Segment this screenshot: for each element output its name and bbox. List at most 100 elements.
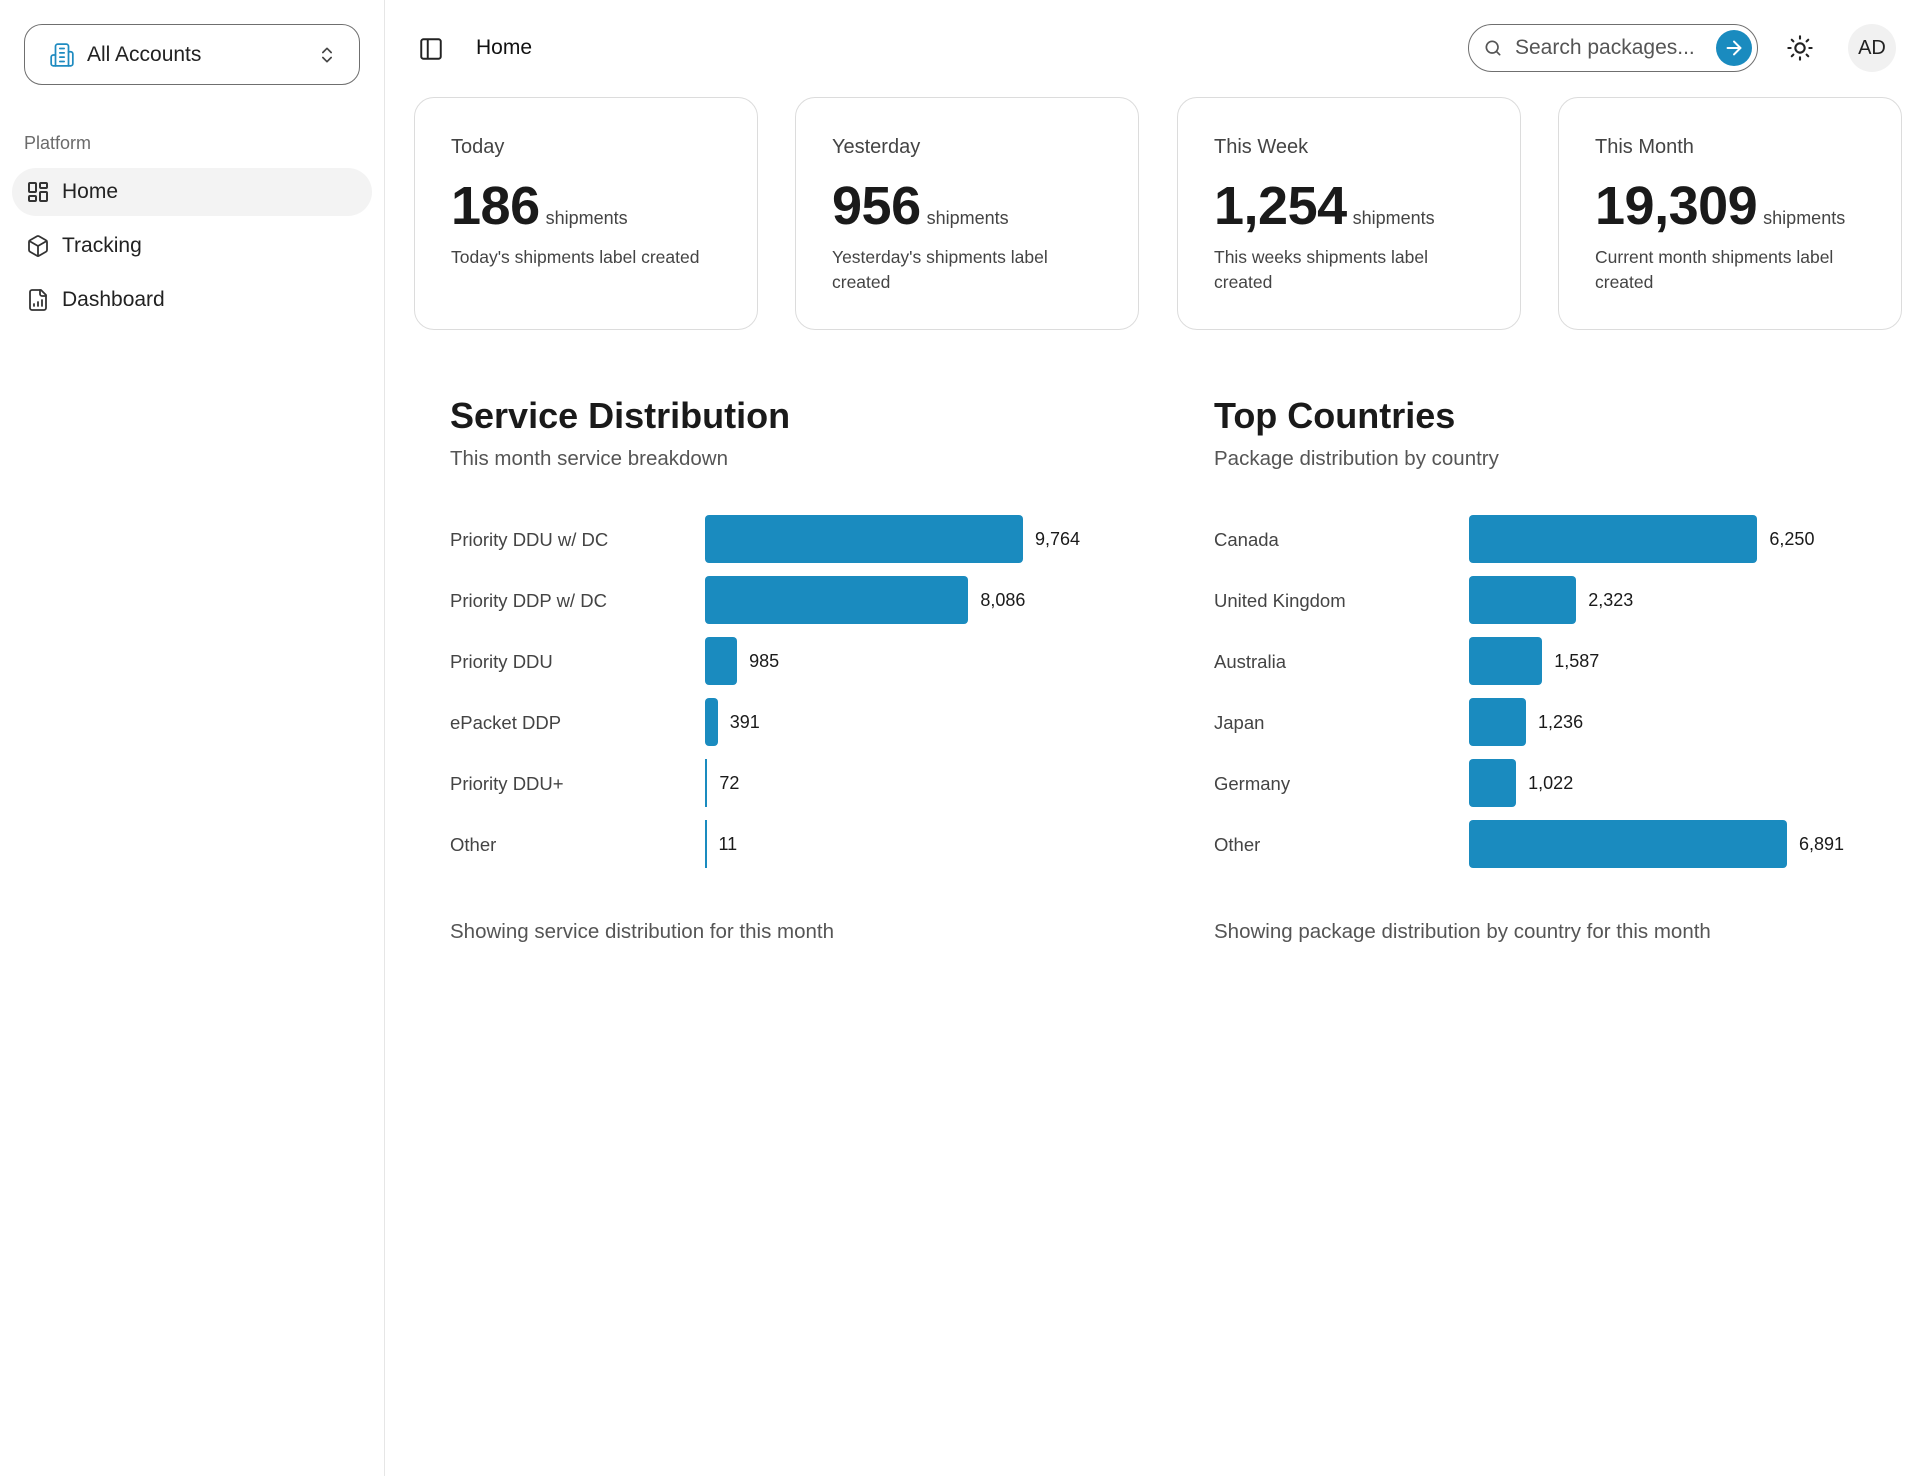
stat-period: This Week [1214, 136, 1309, 158]
bar-value-label: 72 [719, 773, 740, 793]
bar-value-label: 1,236 [1538, 712, 1584, 732]
bar-row: Priority DDU 985 [450, 637, 1150, 685]
bar [705, 759, 708, 807]
search-submit-button[interactable] [1716, 30, 1752, 66]
stat-value: 956 [832, 176, 921, 236]
bar [705, 515, 1023, 563]
file-chart-icon [26, 288, 50, 312]
arrow-right-icon [1726, 40, 1742, 56]
bar-row: Other 11 [450, 820, 1150, 868]
stat-value: 186 [451, 176, 540, 236]
bar [1469, 698, 1527, 746]
bar [705, 576, 969, 624]
bar-value-label: 985 [749, 651, 780, 671]
panel-footer: Showing service distribution for this mo… [450, 920, 834, 943]
sidebar-item-home[interactable]: Home [12, 168, 372, 216]
bar-category-label: Priority DDU w/ DC [450, 529, 609, 550]
stat-description: Today's shipments label created [451, 247, 700, 267]
bar-row: Other 6,891 [1214, 820, 1905, 868]
bar [1469, 576, 1577, 624]
top-bar: Home AD [386, 0, 1905, 96]
bar-row: Priority DDU w/ DC 9,764 [450, 515, 1150, 563]
bar-category-label: Germany [1214, 773, 1291, 794]
sun-icon[interactable] [1786, 34, 1814, 62]
bar [705, 820, 707, 868]
bar-value-label: 11 [718, 834, 738, 854]
bar-value-label: 2,323 [1588, 590, 1634, 610]
stat-card-today: Today 186 shipments Today's shipments la… [414, 97, 758, 330]
bar-value-label: 9,764 [1035, 529, 1081, 549]
chevrons-up-down-icon [317, 43, 337, 67]
bar-row: Japan 1,236 [1214, 698, 1905, 746]
bar-category-label: Other [450, 834, 497, 855]
stat-card-yesterday: Yesterday 956 shipments Yesterday's ship… [795, 97, 1139, 330]
avatar[interactable]: AD [1848, 24, 1896, 72]
bar-category-label: Priority DDU [450, 651, 553, 672]
breadcrumb: Home [476, 36, 533, 59]
package-icon [26, 234, 50, 258]
layout-grid-icon [26, 180, 50, 204]
sidebar-item-tracking[interactable]: Tracking [12, 222, 372, 270]
panel-title: Top Countries [1214, 395, 1456, 436]
bar [1469, 637, 1543, 685]
stat-description: This weeks shipments label created [1214, 247, 1428, 292]
building-icon [49, 42, 75, 68]
account-switcher-label: All Accounts [87, 42, 202, 66]
stat-card-this-month: This Month 19,309 shipments Current mont… [1558, 97, 1902, 330]
bar-category-label: Japan [1214, 712, 1265, 733]
stat-period: This Month [1595, 136, 1694, 158]
stat-unit: shipments [1763, 208, 1846, 228]
bar-row: Priority DDP w/ DC 8,086 [450, 576, 1150, 624]
bar [1469, 759, 1517, 807]
bar-row: Australia 1,587 [1214, 637, 1905, 685]
bar-category-label: Other [1214, 834, 1261, 855]
bar-category-label: Canada [1214, 529, 1279, 550]
panel-subtitle: This month service breakdown [450, 447, 729, 470]
bar-row: United Kingdom 2,323 [1214, 576, 1905, 624]
bar-row: Priority DDU+ 72 [450, 759, 1150, 807]
sidebar-nav: Home Tracking Dashboard [12, 168, 372, 330]
stat-card-this-week: This Week 1,254 shipments This weeks shi… [1177, 97, 1521, 330]
sidebar-item-label: Home [62, 180, 119, 203]
panel-subtitle: Package distribution by country [1214, 447, 1499, 470]
sidebar: All Accounts Platform Home Tracking [0, 0, 385, 1476]
search-input[interactable] [1515, 36, 1710, 60]
panel-title: Service Distribution [450, 395, 791, 436]
sidebar-item-label: Tracking [62, 234, 142, 257]
stat-value: 1,254 [1214, 176, 1347, 236]
bar-category-label: United Kingdom [1214, 590, 1346, 611]
search-bar [1468, 24, 1758, 72]
bar-value-label: 1,587 [1554, 651, 1600, 671]
stat-unit: shipments [1352, 208, 1435, 228]
bar-category-label: Priority DDU+ [450, 773, 564, 794]
section-label-platform: Platform [24, 133, 92, 153]
bar [1469, 515, 1758, 563]
bar-value-label: 8,086 [980, 590, 1026, 610]
search-icon [1483, 38, 1503, 58]
account-switcher[interactable]: All Accounts [24, 24, 360, 85]
bar [705, 637, 738, 685]
stat-period: Today [451, 136, 505, 158]
bar [705, 698, 718, 746]
stat-unit: shipments [545, 208, 628, 228]
bar-value-label: 1,022 [1528, 773, 1574, 793]
stat-unit: shipments [926, 208, 1009, 228]
sidebar-item-dashboard[interactable]: Dashboard [12, 276, 372, 324]
bar-value-label: 6,891 [1799, 834, 1845, 854]
stat-description: Yesterday's shipments label created [832, 247, 1048, 292]
service-distribution-panel: Service Distribution This month service … [450, 395, 1150, 943]
bar [1469, 820, 1787, 868]
stat-description: Current month shipments label created [1595, 247, 1834, 292]
stat-period: Yesterday [832, 136, 921, 158]
panel-footer: Showing package distribution by country … [1214, 920, 1711, 943]
bar-row: Germany 1,022 [1214, 759, 1905, 807]
bar-category-label: Australia [1214, 651, 1286, 672]
bar-category-label: Priority DDP w/ DC [450, 590, 607, 611]
bar-row: Canada 6,250 [1214, 515, 1905, 563]
bar-value-label: 391 [729, 712, 760, 732]
bar-value-label: 6,250 [1769, 529, 1815, 549]
panel-left-icon[interactable] [418, 36, 444, 62]
top-countries-panel: Top Countries Package distribution by co… [1214, 395, 1905, 943]
sidebar-item-label: Dashboard [62, 288, 165, 311]
bar-row: ePacket DDP 391 [450, 698, 1150, 746]
